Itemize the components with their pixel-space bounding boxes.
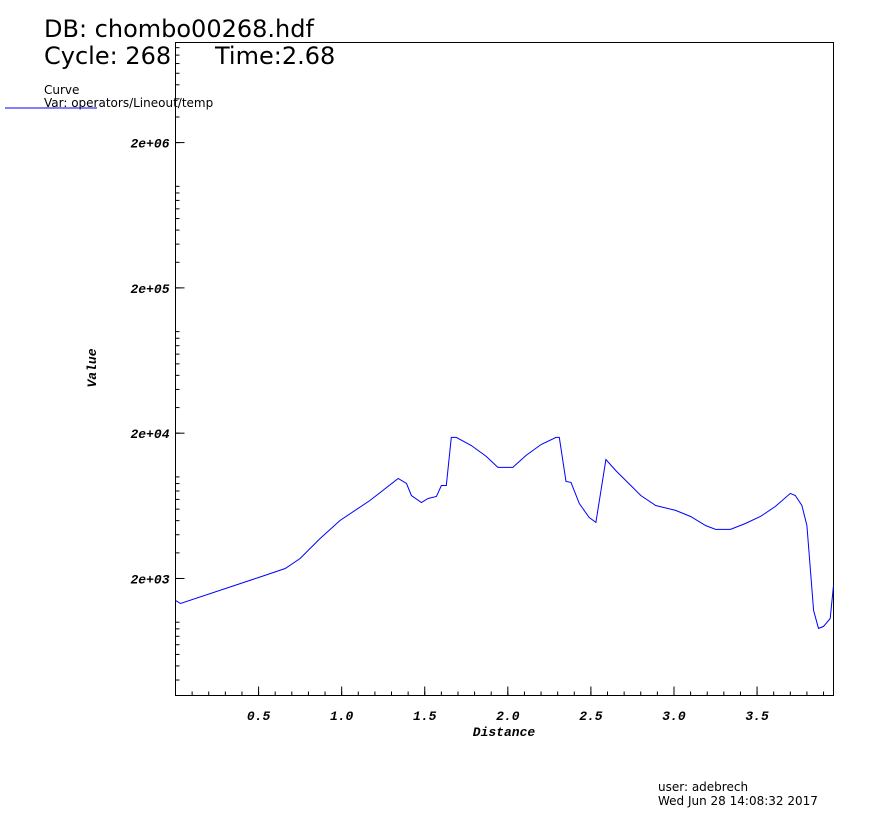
- y-tick-label: 2e+06: [130, 137, 169, 152]
- x-axis-label: Distance: [473, 725, 536, 740]
- x-tick-label: 3.5: [745, 709, 769, 724]
- x-tick-label: 3.0: [662, 709, 686, 724]
- time-label: Time:2.68: [215, 42, 336, 70]
- x-tick-label: 0.5: [247, 709, 271, 724]
- x-tick-label: 1.0: [330, 709, 354, 724]
- y-axis-label: Value: [85, 348, 100, 387]
- footer-date: Wed Jun 28 14:08:32 2017: [658, 794, 818, 808]
- footer-user: user: adebrech: [658, 780, 749, 794]
- db-title: DB: chombo00268.hdf: [44, 15, 314, 43]
- legend-var: Var: operators/Lineout/temp: [44, 96, 214, 110]
- plot-frame: [175, 42, 834, 696]
- x-tick-label: 1.5: [413, 709, 437, 724]
- y-tick-label: 2e+03: [130, 572, 169, 587]
- x-tick-label: 2.5: [579, 709, 603, 724]
- y-tick-label: 2e+04: [130, 427, 169, 442]
- series-line: [175, 436, 834, 630]
- cycle-label: Cycle: 268: [44, 42, 172, 70]
- y-tick-label: 2e+05: [130, 282, 169, 297]
- x-tick-label: 2.0: [496, 709, 520, 724]
- legend-title: Curve: [44, 83, 80, 97]
